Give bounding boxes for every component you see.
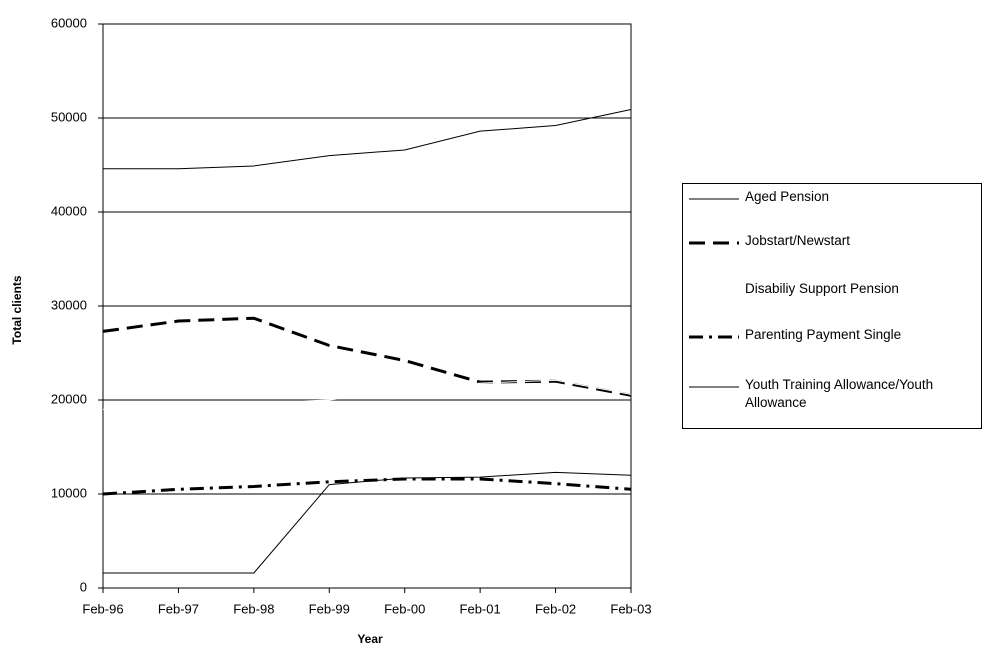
x-tick-label: Feb-02 [535,601,576,616]
x-tick-label: Feb-01 [460,601,501,616]
y-tick-label: 20000 [51,391,87,406]
legend-swatch [689,241,739,245]
y-tick-label: 30000 [51,297,87,312]
legend-label: Aged Pension [745,189,830,204]
x-tick-label: Feb-98 [233,601,274,616]
y-axis-label: Total clients [10,275,24,344]
y-tick-label: 50000 [51,109,87,124]
x-tick-label: Feb-00 [384,601,425,616]
y-tick-label: 40000 [51,203,87,218]
series-line [102,316,632,397]
series-line [103,471,632,574]
legend-swatch [689,386,739,388]
x-tick-label: Feb-97 [158,601,199,616]
legend-swatch [689,198,739,200]
legend-label: Disabiliy Support Pension [745,281,899,296]
legend-swatch [689,335,739,339]
x-tick-label: Feb-03 [610,601,651,616]
plot-border [102,23,632,589]
x-tick-label: Feb-99 [309,601,350,616]
legend-label: Youth Training Allowance/Youth Allowance [745,377,934,410]
legend-label: Parenting Payment Single [745,327,902,342]
y-tick-label: 60000 [51,15,87,30]
series-line [102,379,632,410]
x-axis-label: Year [357,632,383,646]
x-tick-label: Feb-96 [82,601,123,616]
y-tick-label: 0 [80,579,87,594]
legend-swatch [689,290,739,292]
series-line [103,109,632,170]
series-line [102,477,632,496]
y-tick-label: 10000 [51,485,87,500]
legend-label: Jobstart/Newstart [745,233,851,248]
legend: Aged Pension Jobstart/Newstart Disabiliy S… [682,183,982,429]
